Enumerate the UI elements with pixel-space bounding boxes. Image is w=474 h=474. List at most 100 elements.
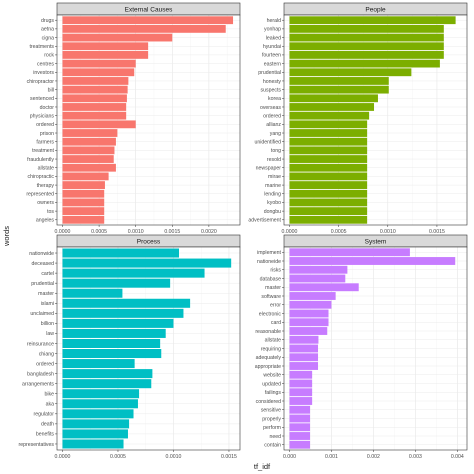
y-tick-label: centres xyxy=(37,61,54,67)
y-tick-label: law xyxy=(46,331,54,337)
y-tick-label: suspects xyxy=(261,87,282,93)
bar xyxy=(289,215,368,224)
y-tick-label: electronic xyxy=(259,311,282,317)
bar xyxy=(289,68,412,77)
x-tick-label: 0.0020 xyxy=(201,229,217,235)
bar xyxy=(289,300,332,309)
y-tick-label: billion xyxy=(41,321,54,327)
bar xyxy=(62,120,136,129)
bar xyxy=(62,111,127,120)
y-tick-label: updated xyxy=(262,381,281,387)
bar xyxy=(289,189,368,198)
y-tick-label: resold xyxy=(267,157,281,163)
bar xyxy=(289,16,456,25)
bar xyxy=(62,359,135,369)
bar xyxy=(62,16,234,25)
panel-border xyxy=(56,14,241,226)
bar xyxy=(62,181,105,189)
facet-panel: Process nationwide deceased cartel prudentia… xyxy=(19,234,241,460)
y-tick-label: reasonable xyxy=(255,329,281,335)
y-tick-label: newspaper xyxy=(256,166,282,172)
bar xyxy=(62,189,105,198)
bar xyxy=(62,146,115,155)
bar xyxy=(62,207,105,216)
y-tick-label: eastern xyxy=(264,61,281,67)
y-tick-label: hyundai xyxy=(263,44,281,50)
bar xyxy=(289,129,368,137)
y-tick-label: requiring xyxy=(261,346,281,352)
y-tick-label: chiropractic xyxy=(27,174,54,180)
y-tick-label: death xyxy=(41,422,54,428)
y-tick-label: drugs xyxy=(41,18,54,24)
y-tick-label: nationeide xyxy=(257,259,281,265)
y-tick-label: tong xyxy=(271,148,281,154)
x-tick-label: 0.002 xyxy=(367,454,380,460)
bar xyxy=(62,129,118,137)
bar xyxy=(62,379,152,389)
y-tick-label: leaked xyxy=(266,35,281,41)
y-tick-label: yonhap xyxy=(264,27,281,33)
x-tick-label: 0.0005 xyxy=(91,229,107,235)
y-tick-label: ordered xyxy=(263,113,281,119)
bar xyxy=(289,59,440,68)
bar xyxy=(62,318,174,328)
y-tick-label: korea xyxy=(268,96,281,102)
x-tick-label: 0.0005 xyxy=(110,454,126,460)
bar xyxy=(62,33,173,42)
bar xyxy=(289,51,444,59)
y-tick-label: deceased xyxy=(32,261,55,267)
facet-title: System xyxy=(365,238,387,245)
y-tick-label: overseas xyxy=(260,105,281,111)
x-tick-label: 0.0010 xyxy=(380,229,396,235)
y-tick-label: represented xyxy=(26,192,54,198)
bar xyxy=(289,292,336,300)
bar xyxy=(289,335,319,344)
x-tick-label: 0.0015 xyxy=(164,229,180,235)
bar xyxy=(289,172,368,181)
panel-border xyxy=(283,14,468,226)
bar xyxy=(62,103,127,111)
y-tick-label: cartel xyxy=(41,271,54,277)
bar xyxy=(289,257,456,265)
y-tick-label: herald xyxy=(267,18,282,24)
bar xyxy=(289,388,313,397)
y-tick-label: prison xyxy=(40,131,54,137)
bar xyxy=(62,155,114,163)
bar xyxy=(62,409,134,419)
y-tick-label: nationwide xyxy=(29,251,54,257)
y-tick-label: regulator xyxy=(34,412,55,418)
y-tick-label: doctor xyxy=(40,105,55,111)
bar xyxy=(289,155,368,163)
bar xyxy=(289,353,319,362)
x-tick-label: 0.0005 xyxy=(331,229,347,235)
bar xyxy=(62,248,180,258)
bar xyxy=(62,268,205,278)
y-tick-label: allstate xyxy=(265,338,282,344)
bar xyxy=(62,172,109,181)
y-tick-label: aka xyxy=(46,402,54,408)
y-tick-label: properly xyxy=(262,416,281,422)
bar xyxy=(62,338,161,348)
bar xyxy=(289,405,311,414)
bar xyxy=(62,163,116,172)
bar xyxy=(289,283,359,292)
bar xyxy=(62,288,123,298)
y-tick-label: bill xyxy=(48,87,54,93)
y-tick-label: failings xyxy=(265,390,282,396)
x-tick-label: 0.0000 xyxy=(282,229,298,235)
bar xyxy=(62,278,171,288)
bar xyxy=(289,370,313,379)
y-tick-label: kyobo xyxy=(267,200,281,206)
y-tick-label: arrangements xyxy=(22,381,54,387)
y-tick-label: ordered xyxy=(36,122,54,128)
y-tick-label: fraudulently xyxy=(27,157,54,163)
bar xyxy=(289,318,329,327)
y-tick-label: sensitive xyxy=(261,408,281,414)
bar xyxy=(62,298,191,308)
y-tick-label: contain xyxy=(264,443,281,449)
bar xyxy=(62,94,127,103)
y-tick-label: ordered xyxy=(36,361,54,367)
y-tick-label: need xyxy=(269,434,281,440)
y-tick-label: honesty xyxy=(263,79,282,85)
